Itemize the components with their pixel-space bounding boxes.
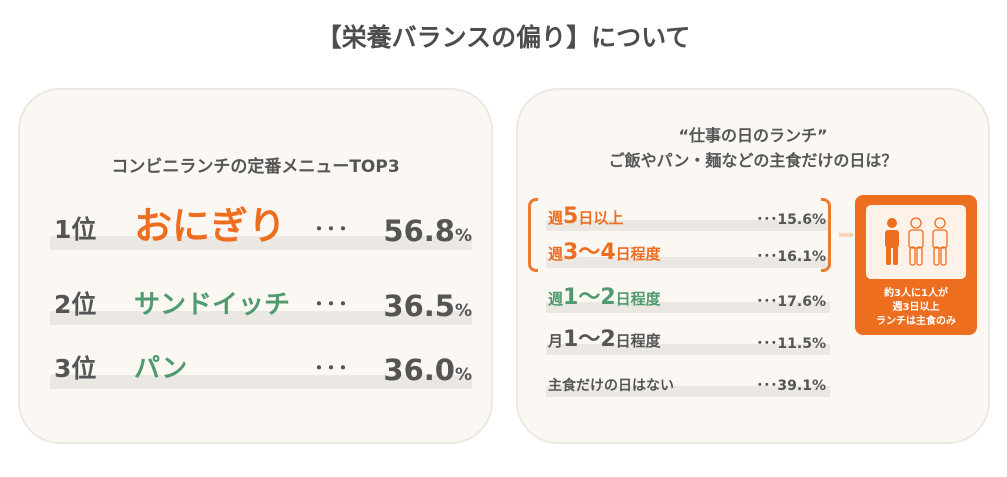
person-icon-filled xyxy=(885,218,899,265)
frequency-label: 週3～4日程度 xyxy=(548,240,661,265)
callout-box: 約3人に1人が 週3日以上 ランチは主食のみ xyxy=(855,195,977,335)
frequency-value: ･･･17.6% xyxy=(756,294,826,310)
menu-item-name: サンドイッチ xyxy=(134,290,291,320)
frequency-label: 主食だけの日はない xyxy=(548,378,674,394)
row-bar xyxy=(50,375,472,389)
frequency-label: 月1～2日程度 xyxy=(548,327,661,352)
staple-only-lunch-card: “仕事の日のランチ” ご飯やパン・麺などの主食だけの日は？ 週5日以上 ･･･1… xyxy=(516,88,990,444)
page-title: 【栄養バランスの偏り】について xyxy=(316,23,691,52)
rank-label: 1位 xyxy=(54,215,97,244)
row-bar xyxy=(50,311,472,325)
row-bar xyxy=(50,236,472,250)
frequency-value: ･･･16.1% xyxy=(756,249,826,265)
survey-question-line2: ご飯やパン・麺などの主食だけの日は？ xyxy=(608,151,898,170)
leader-dots: ･･･ xyxy=(314,217,350,241)
percentage: 36.5% xyxy=(383,289,472,323)
top3-menu-card: コンビニランチの定番メニューTOP3 1位 おにぎり ･･･ 56.8% 2位 … xyxy=(18,88,493,444)
frequency-value: ･･･39.1% xyxy=(756,378,826,394)
arrow-icon: »»» xyxy=(838,228,854,241)
rank-row-1: 1位 おにぎり ･･･ 56.8% xyxy=(50,202,482,252)
frequency-row-2: 週3～4日程度 ･･･16.1% xyxy=(540,239,830,269)
leader-dots: ･･･ xyxy=(314,356,350,380)
frequency-value: ･･･15.6% xyxy=(756,212,826,228)
frequency-value: ･･･11.5% xyxy=(756,336,826,352)
row-bar xyxy=(546,220,830,231)
rank-label: 2位 xyxy=(54,290,97,319)
row-bar xyxy=(546,257,830,268)
people-icons xyxy=(885,217,948,266)
top3-heading: コンビニランチの定番メニューTOP3 xyxy=(111,157,400,177)
row-bar xyxy=(546,302,830,313)
menu-item-name: パン xyxy=(134,354,188,384)
rank-row-3: 3位 パン ･･･ 36.0% xyxy=(50,341,482,391)
percentage: 56.8% xyxy=(383,214,472,248)
callout-text: 約3人に1人が 週3日以上 ランチは主食のみ xyxy=(855,287,977,329)
bracket-left xyxy=(528,198,538,272)
bracket-right xyxy=(821,198,831,272)
frequency-row-5: 主食だけの日はない ･･･39.1% xyxy=(540,368,830,398)
frequency-label: 週5日以上 xyxy=(548,204,624,229)
callout-line: 約3人に1人が xyxy=(884,288,948,299)
frequency-label: 週1～2日程度 xyxy=(548,285,661,310)
frequency-row-3: 週1～2日程度 ･･･17.6% xyxy=(540,284,830,314)
callout-line: ランチは主食のみ xyxy=(876,316,956,327)
people-illustration xyxy=(866,205,966,279)
row-bar xyxy=(546,386,830,397)
rank-label: 3位 xyxy=(54,354,97,383)
person-icon-outline xyxy=(932,217,948,266)
frequency-row-4: 月1～2日程度 ･･･11.5% xyxy=(540,326,830,356)
callout-line: 週3日以上 xyxy=(892,302,940,313)
survey-question-line1: “仕事の日のランチ” xyxy=(678,126,828,145)
rank-row-2: 2位 サンドイッチ ･･･ 36.5% xyxy=(50,277,482,327)
leader-dots: ･･･ xyxy=(314,292,350,316)
frequency-row-1: 週5日以上 ･･･15.6% xyxy=(540,202,830,232)
person-icon-outline xyxy=(908,217,924,266)
menu-item-name: おにぎり xyxy=(134,204,287,248)
percentage: 36.0% xyxy=(383,353,472,387)
row-bar xyxy=(546,344,830,355)
survey-question: “仕事の日のランチ” ご飯やパン・麺などの主食だけの日は？ xyxy=(518,123,988,173)
